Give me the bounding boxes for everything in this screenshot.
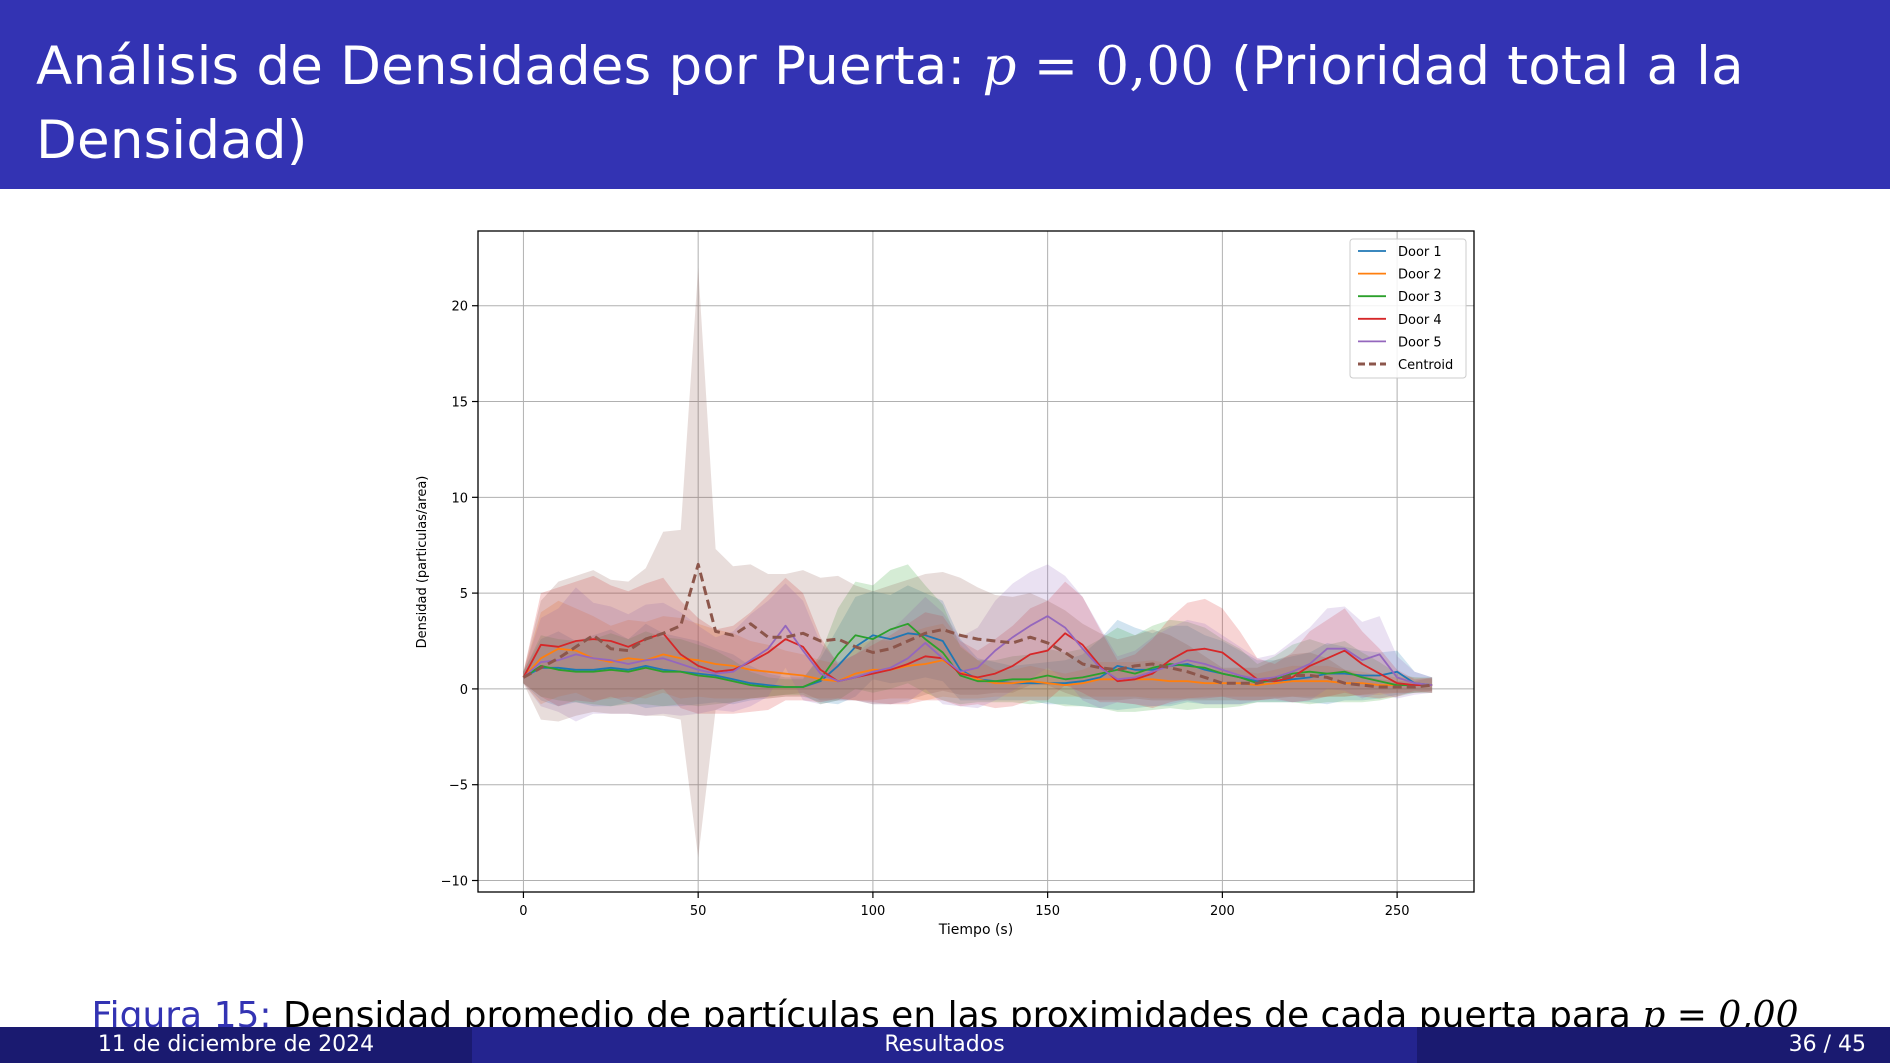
chart-legend: Door 1 Door 2 Door 3 Door 4 Door 5 Centroid xyxy=(1349,238,1467,379)
x-tick-label: 0 xyxy=(519,904,527,919)
legend-label-door-1: Door 1 xyxy=(1398,245,1442,260)
legend-label-centroid: Centroid xyxy=(1398,358,1453,373)
door-4-line xyxy=(522,632,1433,686)
footer-date-section: 11 de diciembre de 2024 xyxy=(0,1027,472,1063)
footer-date: 11 de diciembre de 2024 xyxy=(97,1032,375,1057)
slide-title: Análisis de Densidades por Puerta: p = 0… xyxy=(36,30,1854,178)
door-5-line xyxy=(522,615,1433,686)
slide-title-line2: Densidad) xyxy=(36,110,308,171)
door-2-line xyxy=(522,647,1433,686)
slide-title-math-var: p xyxy=(982,36,1017,97)
chart-lines xyxy=(522,562,1433,689)
slide-title-math-eq: = 0,00 xyxy=(1016,36,1215,97)
chart-confidence-bands xyxy=(523,267,1433,858)
slide-header: Análisis de Densidades por Puerta: p = 0… xyxy=(0,0,1890,189)
y-axis-label: Densidad (particulas/area) xyxy=(415,476,430,649)
x-axis-label: Tiempo (s) xyxy=(938,922,1013,938)
slide-title-suffix: (Prioridad total a la xyxy=(1214,36,1744,97)
x-tick-label: 100 xyxy=(860,904,885,919)
plot-frame xyxy=(477,230,1475,893)
chart-ticks: 0 50 100 150 200 250 −10 −5 0 5 10 15 20 xyxy=(441,300,1410,919)
x-tick-label: 150 xyxy=(1035,904,1060,919)
legend-label-door-5: Door 5 xyxy=(1398,335,1442,350)
x-tick-label: 200 xyxy=(1210,904,1235,919)
x-tick-label: 50 xyxy=(690,904,707,919)
y-tick-label: 5 xyxy=(460,587,468,602)
footer-section-section: Resultados xyxy=(472,1027,1417,1063)
slide-title-text: Análisis de Densidades por Puerta: xyxy=(36,36,983,97)
y-tick-label: 20 xyxy=(451,300,468,315)
footer-section-title: Resultados xyxy=(884,1032,1005,1057)
y-tick-label: 15 xyxy=(451,396,468,411)
door-5-band xyxy=(523,564,1433,722)
legend-label-door-2: Door 2 xyxy=(1398,268,1442,283)
y-tick-label: 10 xyxy=(451,491,468,506)
slide-footer: 11 de diciembre de 2024 Resultados 36 / … xyxy=(0,1027,1890,1063)
centroid-line xyxy=(522,562,1433,689)
y-tick-label: −5 xyxy=(449,779,468,794)
legend-label-door-4: Door 4 xyxy=(1398,313,1442,328)
y-tick-label: −10 xyxy=(441,875,468,890)
footer-page-section: 36 / 45 xyxy=(1417,1027,1890,1063)
door-3-line xyxy=(522,622,1433,688)
footer-page-number: 36 / 45 xyxy=(1788,1032,1866,1057)
door-4-band xyxy=(523,575,1433,714)
door-3-band xyxy=(523,564,1433,712)
slide-title-math: p = 0,00 xyxy=(983,36,1215,97)
chart-grid xyxy=(478,231,1474,892)
legend-label-door-3: Door 3 xyxy=(1398,290,1442,305)
centroid-band xyxy=(523,267,1433,858)
y-tick-label: 0 xyxy=(460,683,468,698)
x-tick-label: 250 xyxy=(1385,904,1410,919)
